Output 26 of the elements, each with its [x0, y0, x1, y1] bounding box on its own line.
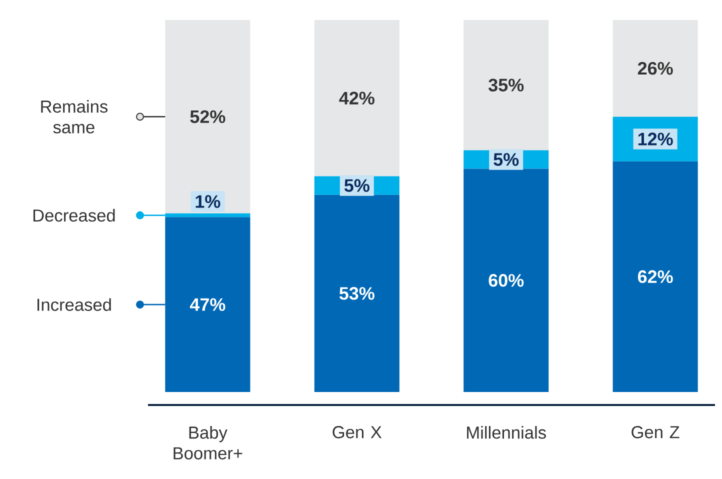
data-label: 60% [488, 274, 524, 287]
x-tick-label: Gen Z [632, 426, 680, 438]
data-label: 62% [638, 270, 673, 284]
x-tick-label: Baby Boomer+ [174, 426, 242, 460]
data-label: 12% [638, 132, 673, 146]
legend-label: Remains same [41, 100, 108, 134]
legend-label: Increased [38, 298, 111, 311]
bar [314, 20, 400, 176]
x-tick-label: Millennials [467, 426, 546, 439]
data-label: 35% [488, 78, 524, 92]
bar [464, 20, 549, 150]
data-label: 53% [339, 287, 374, 300]
bar [165, 20, 250, 214]
bar [464, 168, 549, 392]
data-label: 52% [190, 110, 226, 124]
data-label: 5% [494, 153, 519, 166]
data-label: 47% [190, 298, 226, 311]
legend-label: Decreased [33, 208, 115, 222]
data-label: 1% [196, 195, 220, 208]
data-label: 42% [339, 92, 374, 104]
data-label: 26% [638, 62, 673, 75]
bar [314, 194, 400, 392]
x-tick-label: Gen X [332, 426, 382, 438]
bar [612, 20, 698, 117]
data-label: 5% [344, 179, 370, 192]
bar [612, 161, 698, 392]
